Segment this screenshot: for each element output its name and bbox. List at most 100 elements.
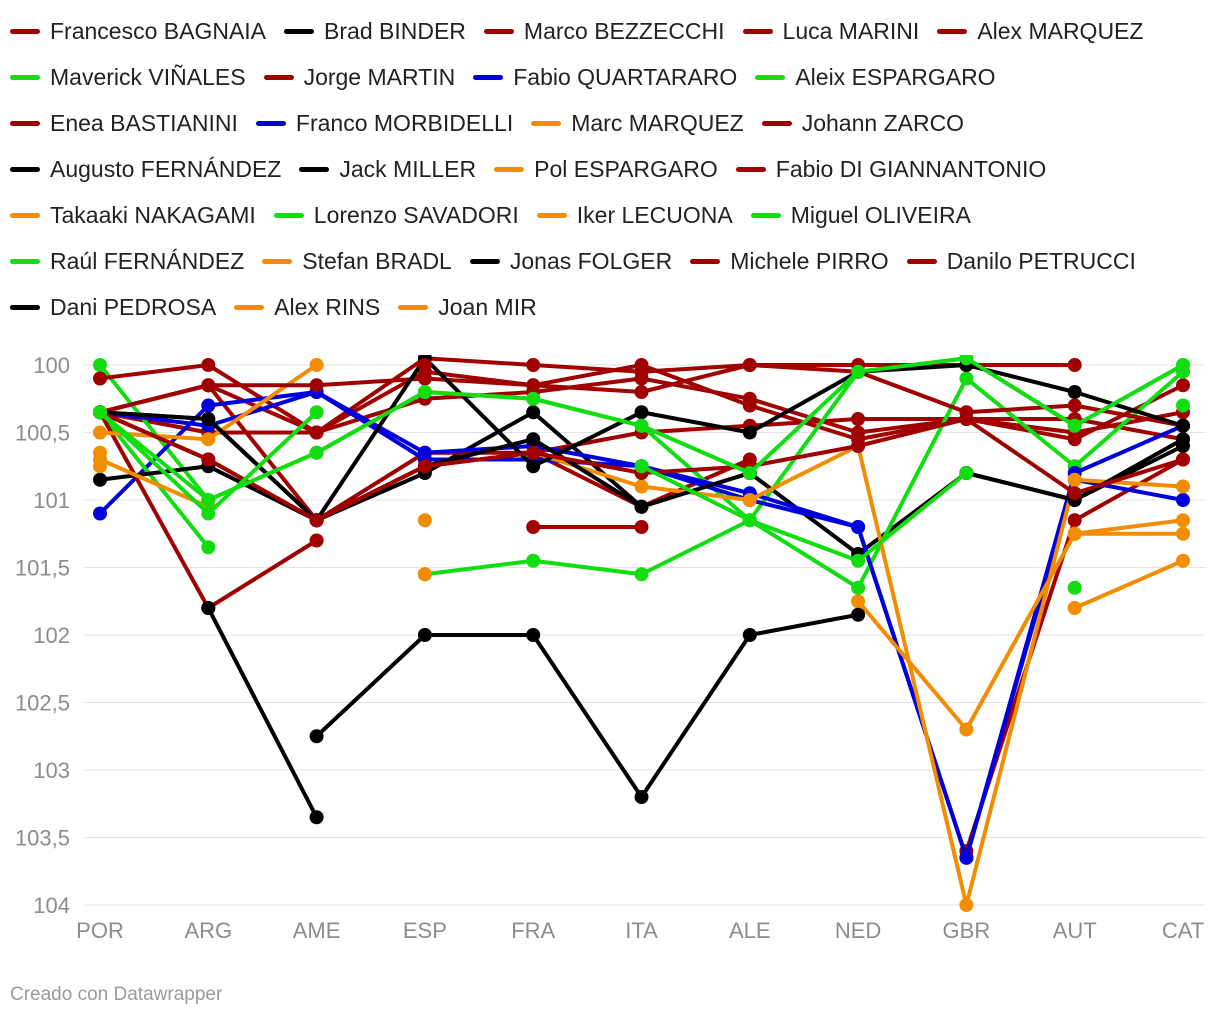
data-point (851, 594, 866, 609)
plot-area (93, 355, 1190, 912)
data-point (201, 540, 216, 555)
data-point (959, 898, 974, 912)
data-point (634, 418, 649, 433)
data-point (309, 405, 324, 420)
data-point (526, 520, 541, 534)
data-point (742, 425, 757, 440)
legend-item-brad-binder: Brad BINDER (284, 18, 466, 45)
legend-label: Marco BEZZECCHI (523, 17, 725, 44)
series-lorenzo-savadori (1067, 580, 1082, 595)
legend-swatch (262, 258, 293, 264)
legend-swatch (469, 258, 500, 264)
legend-item-marc-marquez: Marc MARQUEZ (531, 110, 744, 137)
legend-row: Francesco BAGNAIA Brad BINDER Marco BEZZEC… (10, 8, 1210, 54)
data-point (1067, 486, 1082, 501)
data-point (201, 378, 216, 393)
legend-label: Maverick VIÑALES (50, 63, 246, 90)
data-point (1176, 452, 1190, 467)
data-point (93, 472, 107, 487)
legend-swatch (494, 166, 525, 172)
data-point (417, 371, 432, 386)
legend-label: Jonas FOLGER (509, 247, 673, 274)
data-point (1176, 398, 1190, 413)
legend-label: Fabio QUARTARARO (513, 63, 738, 90)
data-point (959, 722, 974, 737)
legend-swatch (255, 120, 286, 126)
legend-item-jonas-folger: Jonas FOLGER (469, 247, 673, 275)
legend-item-luca-marini: Luca MARINI (742, 18, 919, 45)
data-point (959, 371, 974, 386)
legend-swatch (284, 28, 315, 34)
legend-swatch (273, 212, 304, 218)
data-point (634, 499, 649, 514)
data-point (526, 553, 541, 568)
legend-item-miguel-oliveira: Miguel OLIVEIRA (750, 201, 971, 229)
data-point (1067, 526, 1082, 541)
legend-label: Iker LECUONA (576, 201, 733, 228)
legend-row: Enea BASTIANINI Franco MORBIDELLI Marc MAR… (10, 100, 1210, 146)
legend-label: Marc MARQUEZ (571, 109, 744, 136)
data-point (1067, 398, 1082, 413)
legend-label: Miguel OLIVEIRA (790, 201, 971, 228)
data-point (93, 425, 107, 440)
data-point (417, 385, 432, 399)
x-tick-label: CAT (1162, 918, 1204, 943)
legend-swatch (750, 212, 781, 218)
data-point (851, 580, 866, 595)
legend-label: Raúl FERNÁNDEZ (50, 247, 245, 274)
data-point (93, 506, 107, 521)
data-point (417, 358, 432, 372)
legend-label: Alex MARQUEZ (977, 17, 1144, 44)
legend-swatch (761, 120, 792, 126)
legend-swatch (536, 212, 567, 218)
data-point (851, 553, 866, 568)
series-pol-espargaro (1067, 513, 1190, 541)
y-tick-label: 102 (33, 623, 70, 648)
legend-row: Dani PEDROSA Alex RINS Joan MIR (10, 284, 1210, 330)
series-line (1072, 558, 1185, 610)
legend-label: Alex RINS (274, 293, 381, 320)
x-tick-label: AUT (1053, 918, 1097, 943)
legend-item-takaaki-nakagami: Takaaki NAKAGAMI (10, 202, 256, 229)
y-tick-label: 103 (33, 758, 70, 783)
x-tick-label: FRA (511, 918, 555, 943)
data-point (201, 398, 216, 413)
legend-item-pol-espargaro: Pol ESPARGARO (494, 156, 718, 183)
data-point (93, 358, 107, 372)
legend-item-jack-miller: Jack MILLER (299, 156, 476, 183)
data-point (742, 398, 757, 413)
data-point (201, 412, 216, 426)
data-point (417, 445, 432, 460)
data-point (309, 513, 324, 528)
x-tick-label: NED (835, 918, 881, 943)
data-point (93, 405, 107, 420)
legend-label: Enea BASTIANINI (50, 109, 238, 136)
data-point (309, 533, 324, 548)
data-point (526, 391, 541, 406)
legend-label: Johann ZARCO (801, 109, 965, 136)
data-point (201, 358, 216, 372)
series-line (98, 356, 1077, 435)
data-point (309, 810, 324, 825)
data-point (417, 567, 432, 582)
data-point (1176, 479, 1190, 494)
legend-swatch (10, 120, 40, 126)
data-point (1176, 432, 1190, 447)
data-point (851, 607, 866, 622)
legend-item-fabio-quartararo: Fabio QUARTARARO (473, 64, 737, 91)
data-point (634, 479, 649, 494)
legend-swatch (234, 304, 265, 310)
chart-legend: Francesco BAGNAIA Brad BINDER Marco BEZZEC… (10, 8, 1210, 330)
data-point (851, 364, 866, 379)
legend-swatch (10, 258, 40, 264)
data-point (1067, 472, 1082, 487)
series-stefan-bradl (93, 459, 1190, 615)
data-point (959, 412, 974, 426)
series-michele-pirro (417, 358, 432, 372)
data-point (959, 850, 974, 865)
data-point (634, 385, 649, 399)
legend-item-jorge-martin: Jorge MARTIN (263, 64, 455, 91)
data-point (742, 358, 757, 372)
series-raul-fernandez (93, 355, 1190, 507)
data-point (417, 459, 432, 474)
